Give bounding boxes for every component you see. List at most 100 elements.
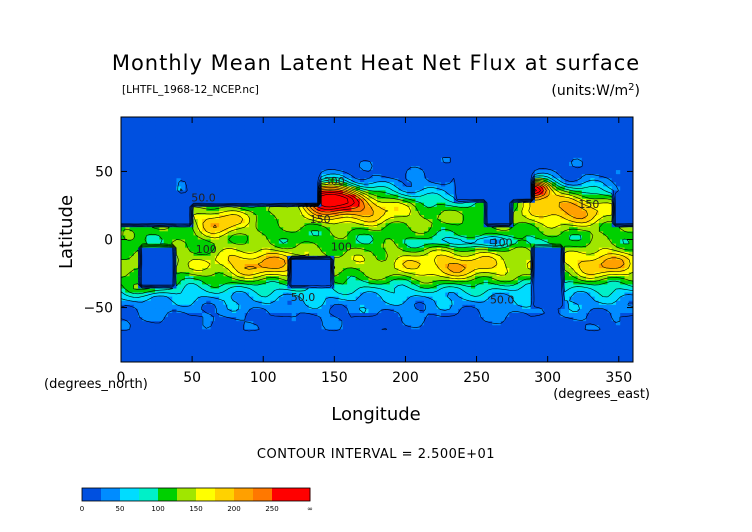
heatmap-cell xyxy=(590,198,596,204)
heatmap-cell xyxy=(479,268,485,273)
heatmap-cell xyxy=(304,141,310,147)
heatmap-cell xyxy=(436,264,442,269)
heatmap-cell xyxy=(411,264,416,269)
heatmap-cell xyxy=(475,174,480,179)
heatmap-cell xyxy=(385,219,391,224)
heatmap-cell xyxy=(556,231,562,237)
heatmap-cell xyxy=(445,206,451,212)
heatmap-cell xyxy=(577,255,583,261)
heatmap-cell xyxy=(253,145,259,151)
heatmap-cell xyxy=(125,157,131,163)
heatmap-cell xyxy=(573,174,579,179)
heatmap-cell xyxy=(291,137,297,143)
heatmap-cell xyxy=(278,198,284,204)
heatmap-cell xyxy=(364,178,370,183)
heatmap-cell xyxy=(620,247,626,253)
heatmap-cell xyxy=(295,210,301,216)
heatmap-cell xyxy=(227,141,233,147)
heatmap-cell xyxy=(236,149,242,155)
heatmap-cell xyxy=(138,219,143,224)
heatmap-cell xyxy=(594,247,600,253)
heatmap-cell xyxy=(313,182,318,188)
heatmap-cell xyxy=(219,247,224,253)
heatmap-cell xyxy=(321,133,327,139)
heatmap-cell xyxy=(185,117,190,122)
heatmap-cell xyxy=(483,194,489,200)
heatmap-cell xyxy=(236,210,242,216)
heatmap-cell xyxy=(355,129,361,134)
heatmap-cell xyxy=(569,206,574,212)
heatmap-cell xyxy=(603,129,608,134)
heatmap-cell xyxy=(479,235,485,241)
heatmap-cell xyxy=(569,182,574,188)
heatmap-cell xyxy=(138,198,143,204)
heatmap-cell xyxy=(547,198,553,204)
heatmap-cell xyxy=(317,153,323,159)
heatmap-cell xyxy=(163,202,169,208)
heatmap-cell xyxy=(129,137,135,143)
heatmap-cell xyxy=(342,149,348,155)
heatmap-cell xyxy=(334,125,340,130)
heatmap-cell xyxy=(193,210,199,216)
heatmap-cell xyxy=(159,235,165,241)
heatmap-cell xyxy=(513,264,519,269)
heatmap-cell xyxy=(202,284,207,290)
heatmap-cell xyxy=(505,239,510,245)
heatmap-cell xyxy=(172,280,178,286)
heatmap-cell xyxy=(598,259,604,265)
heatmap-cell xyxy=(261,166,267,171)
heatmap-cell xyxy=(223,210,229,216)
heatmap-cell xyxy=(176,276,182,281)
heatmap-cell xyxy=(624,243,630,249)
heatmap-cell xyxy=(624,157,630,163)
heatmap-cell xyxy=(624,170,630,175)
heatmap-cell xyxy=(206,198,212,204)
heatmap-cell xyxy=(287,198,293,204)
heatmap-cell xyxy=(214,231,220,237)
heatmap-cell xyxy=(628,251,633,257)
heatmap-cell xyxy=(475,129,480,134)
heatmap-cell xyxy=(581,227,587,232)
heatmap-cell xyxy=(598,235,604,241)
heatmap-cell xyxy=(377,149,382,155)
heatmap-cell xyxy=(317,247,323,253)
heatmap-cell xyxy=(240,129,246,134)
heatmap-cell xyxy=(458,121,463,126)
heatmap-cell xyxy=(368,219,374,224)
heatmap-cell xyxy=(466,149,472,155)
heatmap-cell xyxy=(295,231,301,237)
heatmap-cell xyxy=(291,129,297,134)
heatmap-cell xyxy=(628,276,633,281)
heatmap-cell xyxy=(577,206,583,212)
heatmap-cell xyxy=(150,117,156,122)
heatmap-cell xyxy=(551,137,557,143)
heatmap-cell xyxy=(257,239,263,245)
heatmap-cell xyxy=(372,194,378,200)
heatmap-cell xyxy=(569,149,574,155)
heatmap-cell xyxy=(479,157,485,163)
heatmap-cell xyxy=(150,239,156,245)
heatmap-cell xyxy=(436,174,442,179)
heatmap-cell xyxy=(509,174,515,179)
heatmap-cell xyxy=(351,186,357,192)
heatmap-cell xyxy=(236,215,242,220)
heatmap-cell xyxy=(261,117,267,122)
heatmap-cell xyxy=(411,161,416,167)
heatmap-cell xyxy=(539,186,544,192)
heatmap-cell xyxy=(509,190,515,196)
heatmap-cell xyxy=(185,186,190,192)
heatmap-cell xyxy=(522,121,527,126)
heatmap-cell xyxy=(411,259,416,265)
heatmap-cell xyxy=(564,255,570,261)
heatmap-cell xyxy=(586,194,591,200)
heatmap-cell xyxy=(581,178,587,183)
heatmap-cell xyxy=(385,125,391,130)
heatmap-cell xyxy=(231,161,237,167)
heatmap-cell xyxy=(487,280,493,286)
heatmap-cell xyxy=(505,276,510,281)
heatmap-cell xyxy=(372,215,378,220)
heatmap-cell xyxy=(406,153,412,159)
heatmap-cell xyxy=(483,170,489,175)
heatmap-cell xyxy=(513,178,519,183)
heatmap-cell xyxy=(180,235,186,241)
